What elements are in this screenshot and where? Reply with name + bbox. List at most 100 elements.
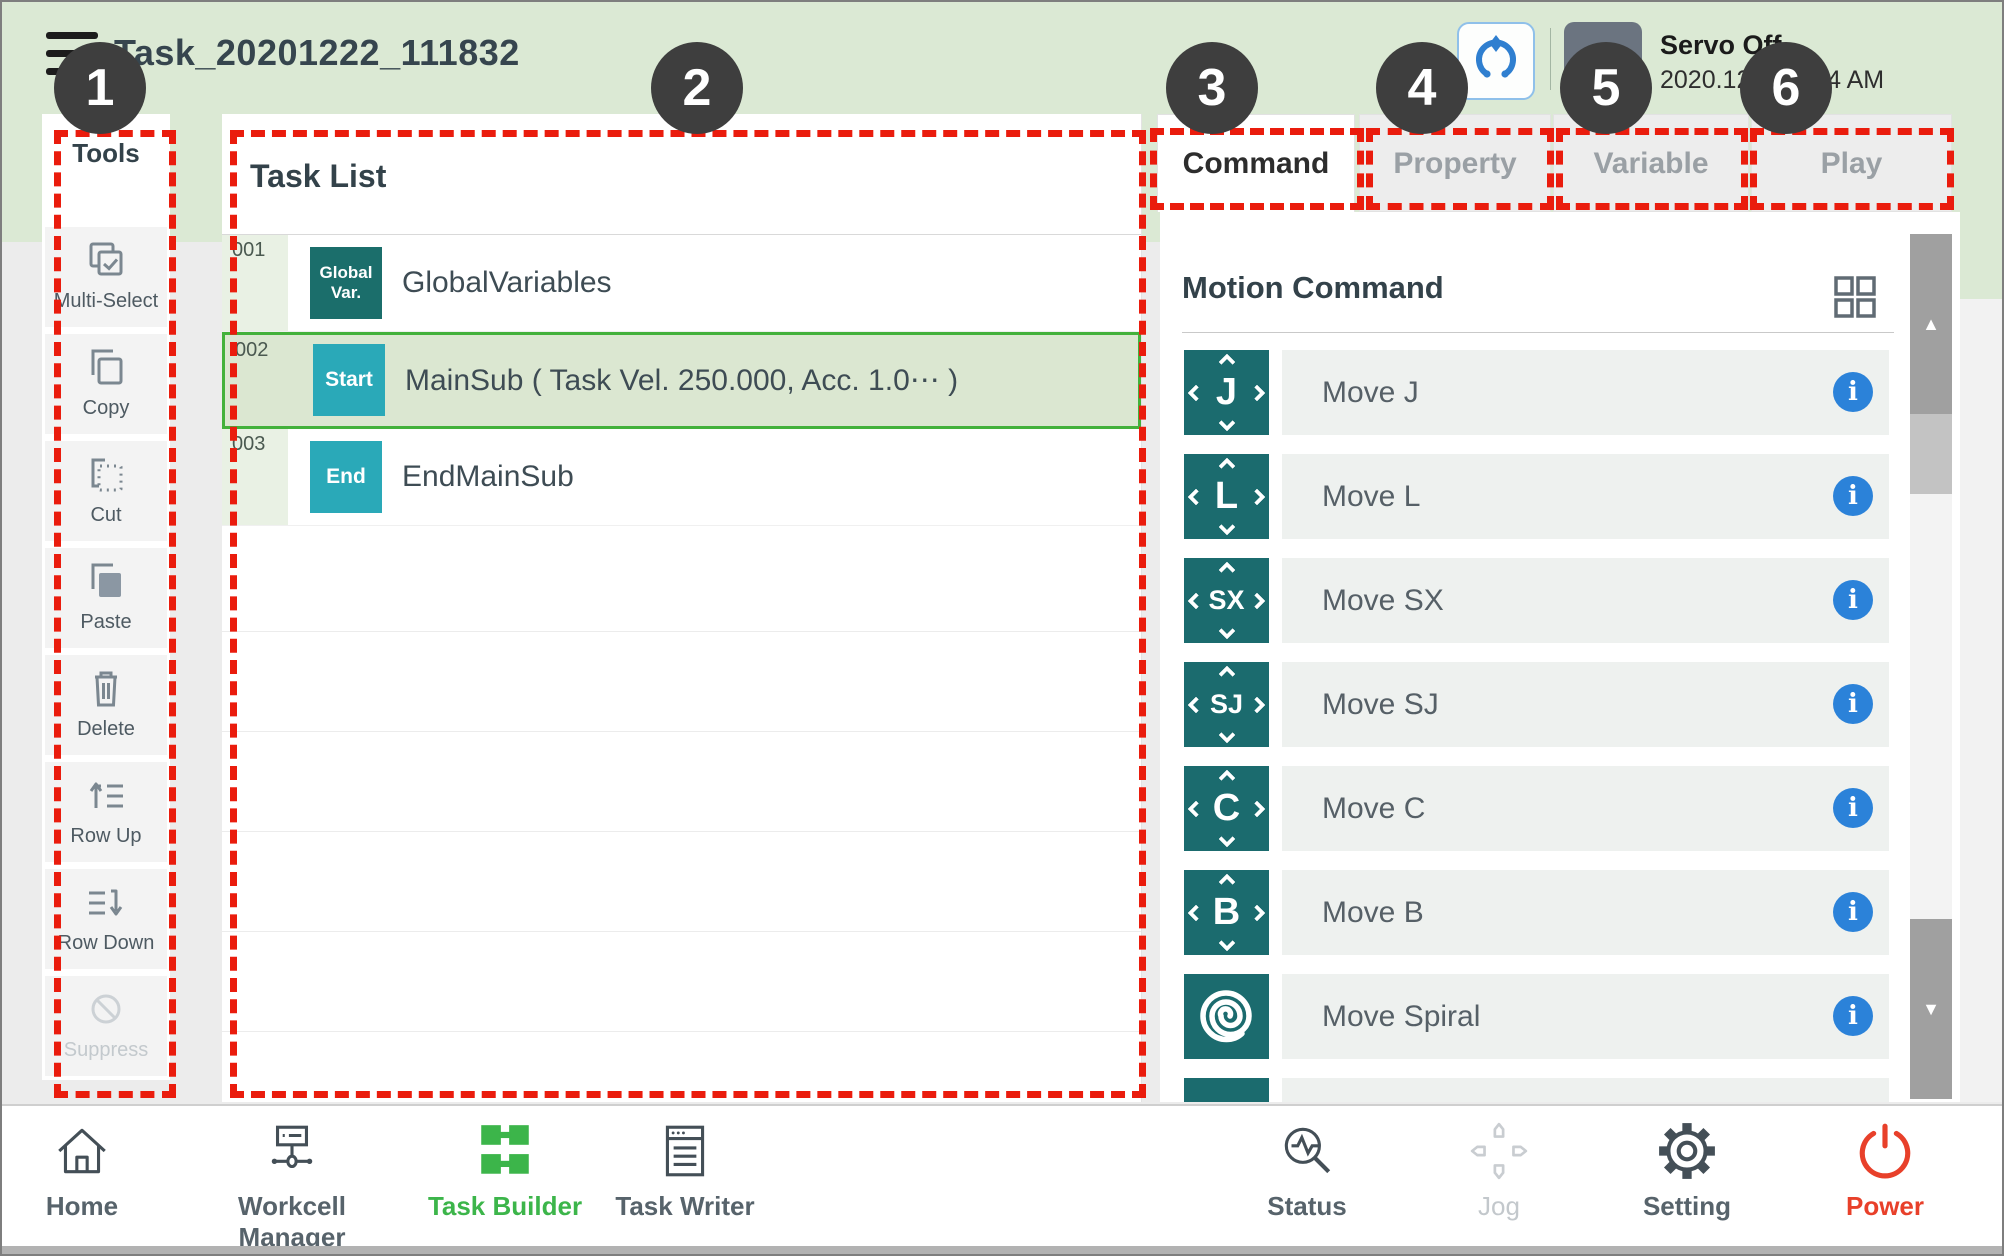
- tools-panel-title: Tools: [72, 138, 140, 168]
- bottom-navigation: Home Workcell Manager: [2, 1104, 2002, 1252]
- tool-label: Multi-Select: [53, 290, 159, 312]
- row-up-button[interactable]: Row Up: [45, 762, 167, 862]
- tab-variable[interactable]: Variable: [1553, 114, 1749, 212]
- command-item[interactable]: Move C i: [1282, 766, 1889, 851]
- time-text: 4 AM: [1827, 66, 1885, 94]
- delete-button[interactable]: Delete: [45, 655, 167, 755]
- command-row-move-spiral: Move Spiral i: [1160, 974, 1920, 1059]
- divider: [222, 234, 1141, 235]
- command-item[interactable]: Move Spiral i: [1282, 974, 1889, 1059]
- move-sx-icon[interactable]: SX: [1184, 558, 1269, 643]
- empty-task-row[interactable]: [222, 732, 1141, 832]
- move-b-icon[interactable]: B: [1184, 870, 1269, 955]
- tool-label: Delete: [77, 718, 135, 740]
- divider: [1182, 332, 1894, 333]
- task-list-title: Task List: [250, 158, 387, 194]
- nav-jog[interactable]: Jog: [1404, 1120, 1594, 1222]
- empty-task-row[interactable]: [222, 932, 1141, 1032]
- move-sj-icon[interactable]: SJ: [1184, 662, 1269, 747]
- bottom-edge: [2, 1246, 2002, 1254]
- row-down-button[interactable]: Row Down: [45, 869, 167, 969]
- gripper-icon: [1466, 29, 1526, 94]
- status-icon: [1276, 1127, 1338, 1186]
- info-icon[interactable]: i: [1833, 892, 1873, 932]
- command-row-move-b: B Move B i: [1160, 870, 1920, 955]
- motion-command-title: Motion Command: [1182, 270, 1444, 305]
- tab-property[interactable]: Property: [1359, 114, 1551, 212]
- header-divider: [1550, 28, 1551, 90]
- annotation-number-2: 2: [651, 42, 743, 134]
- gripper-tool-button[interactable]: [1457, 22, 1535, 100]
- nav-task-builder[interactable]: Task Builder: [410, 1120, 600, 1222]
- task-row-label: GlobalVariables: [402, 266, 612, 299]
- suppress-button[interactable]: Suppress: [45, 976, 167, 1076]
- grid-view-icon[interactable]: [1832, 274, 1878, 325]
- command-item[interactable]: Move J i: [1282, 350, 1889, 435]
- multi-select-button[interactable]: Multi-Select: [45, 227, 167, 327]
- row-number: 003: [232, 433, 266, 455]
- tab-command[interactable]: Command: [1157, 114, 1355, 212]
- info-icon[interactable]: i: [1833, 476, 1873, 516]
- right-margin: [1960, 2, 2002, 299]
- cut-button[interactable]: Cut: [45, 441, 167, 541]
- scroll-down-button[interactable]: ▼: [1910, 919, 1952, 1099]
- empty-task-row[interactable]: [222, 632, 1141, 732]
- tools-panel: Tools Multi-Select Copy: [42, 114, 170, 1080]
- nav-status[interactable]: Status: [1212, 1120, 1402, 1222]
- command-row-partial[interactable]: [1160, 1078, 1920, 1102]
- tool-label: Row Down: [57, 932, 155, 954]
- paste-button[interactable]: Paste: [45, 548, 167, 648]
- task-row-mainsub[interactable]: 002 Start MainSub ( Task Vel. 250.000, A…: [222, 332, 1141, 429]
- multi-select-icon: [84, 242, 128, 287]
- info-icon[interactable]: i: [1833, 580, 1873, 620]
- home-icon: [51, 1128, 113, 1186]
- scroll-up-button[interactable]: ▲: [1910, 234, 1952, 414]
- copy-button[interactable]: Copy: [45, 334, 167, 434]
- command-row-move-l: L Move L i: [1160, 454, 1920, 539]
- command-panel: Motion Command J Move J i L: [1160, 212, 1960, 1102]
- right-margin: [1960, 299, 2002, 1102]
- command-item[interactable]: Move B i: [1282, 870, 1889, 955]
- nav-task-writer[interactable]: Task Writer: [590, 1120, 780, 1222]
- task-row-label: MainSub ( Task Vel. 250.000, Acc. 1.0⋯ ): [405, 364, 959, 397]
- row-down-icon: [84, 889, 128, 929]
- annotation-number-5: 5: [1560, 42, 1652, 134]
- end-badge: End: [310, 441, 382, 513]
- command-item[interactable]: Move SX i: [1282, 558, 1889, 643]
- tool-label: Paste: [80, 611, 132, 633]
- start-badge: Start: [313, 344, 385, 416]
- empty-task-row[interactable]: [222, 1032, 1141, 1102]
- move-l-icon[interactable]: L: [1184, 454, 1269, 539]
- command-row-move-c: C Move C i: [1160, 766, 1920, 851]
- partial-command-icon: [1184, 1078, 1269, 1102]
- empty-task-row[interactable]: [222, 526, 1141, 632]
- nav-setting[interactable]: Setting: [1592, 1120, 1782, 1222]
- command-item[interactable]: Move L i: [1282, 454, 1889, 539]
- command-row-move-j: J Move J i: [1160, 350, 1920, 435]
- scrollbar-thumb[interactable]: [1910, 414, 1952, 494]
- nav-workcell-manager[interactable]: Workcell Manager: [197, 1120, 387, 1253]
- jog-icon: [1468, 1122, 1530, 1186]
- info-icon[interactable]: i: [1833, 996, 1873, 1036]
- task-list-panel: Task List 001 Global Var. GlobalVariables…: [222, 114, 1142, 1102]
- row-number: 001: [232, 239, 266, 261]
- annotation-number-4: 4: [1376, 42, 1468, 134]
- info-icon[interactable]: i: [1833, 684, 1873, 724]
- nav-power[interactable]: Power: [1790, 1120, 1980, 1222]
- empty-task-row[interactable]: [222, 832, 1141, 932]
- command-item[interactable]: Move SJ i: [1282, 662, 1889, 747]
- task-row-global-variables[interactable]: 001 Global Var. GlobalVariables: [222, 235, 1141, 332]
- move-c-icon[interactable]: C: [1184, 766, 1269, 851]
- info-icon[interactable]: i: [1833, 372, 1873, 412]
- annotation-number-1: 1: [54, 42, 146, 134]
- move-spiral-icon[interactable]: [1184, 974, 1269, 1059]
- task-row-endmainsub[interactable]: 003 End EndMainSub: [222, 429, 1141, 526]
- move-j-icon[interactable]: J: [1184, 350, 1269, 435]
- copy-icon: [84, 349, 128, 394]
- info-icon[interactable]: i: [1833, 788, 1873, 828]
- row-up-icon: [84, 782, 128, 822]
- nav-home[interactable]: Home: [2, 1120, 177, 1222]
- scrollbar[interactable]: ▲ ▼: [1910, 234, 1952, 1099]
- tool-label: Cut: [90, 504, 122, 526]
